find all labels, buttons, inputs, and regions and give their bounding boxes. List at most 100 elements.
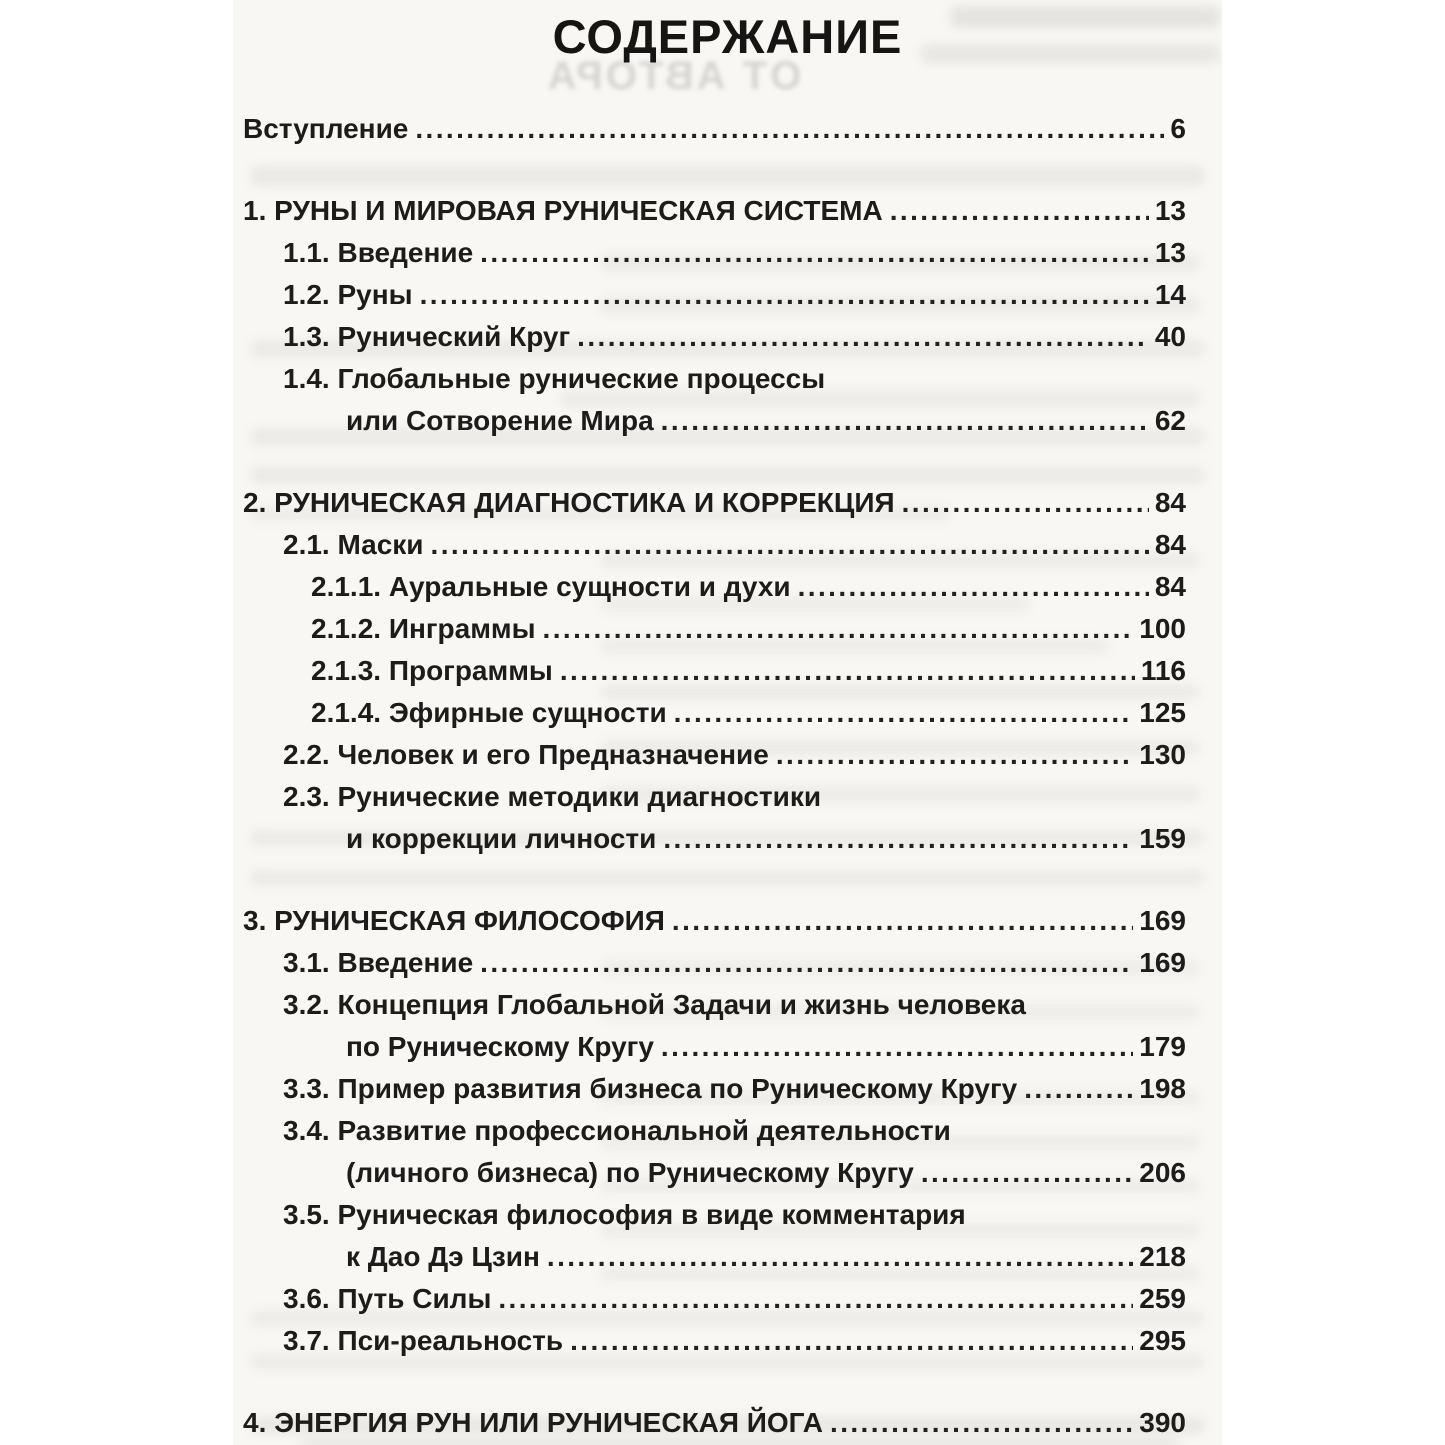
toc-page-number: 159 [1139, 823, 1186, 854]
toc-entry-label: 3.7. Пси-реальность [283, 1325, 564, 1356]
toc-page-number: 125 [1139, 697, 1186, 728]
toc-row: 3.4. Развитие профессиональной деятельно… [243, 1110, 1186, 1152]
toc-entry-label: 3. РУНИЧЕСКАЯ ФИЛОСОФИЯ [243, 905, 665, 936]
toc-entry-label: Вступление [243, 113, 409, 144]
toc-row: и коррекции личности 159 [243, 818, 1186, 860]
dot-leader [1024, 1068, 1133, 1110]
dot-leader [431, 524, 1149, 566]
toc-page-number: 6 [1170, 113, 1186, 144]
toc-section-heading: 2. РУНИЧЕСКАЯ ДИАГНОСТИКА И КОРРЕКЦИЯ 84 [243, 482, 1186, 524]
book-page: ОТ АВТОРА СОДЕРЖАНИЕ Вступление61. РУНЫ … [233, 0, 1222, 1445]
toc-entry-label: 2.2. Человек и его Предназначение [283, 739, 769, 770]
toc-entry-label: 2.1. Маски [283, 529, 424, 560]
dot-leader [798, 566, 1149, 608]
toc-page-number: 169 [1139, 905, 1186, 936]
toc-page-number: 259 [1139, 1283, 1186, 1314]
dot-leader [672, 900, 1133, 942]
toc-entry-label: и коррекции личности [346, 823, 657, 854]
toc-row: 2.1.4. Эфирные сущности 125 [243, 692, 1186, 734]
toc-row: 3.3. Пример развития бизнеса по Руническ… [243, 1068, 1186, 1110]
toc-entry-label: к Дао Дэ Цзин [346, 1241, 540, 1272]
toc-row: 1.3. Рунический Круг 40 [243, 316, 1186, 358]
toc-page-number: 218 [1139, 1241, 1186, 1272]
toc-entry-label: 2.3. Рунические методики диагностики [283, 781, 822, 812]
toc-entry-label: 1.1. Введение [283, 237, 474, 268]
toc-row: по Руническому Кругу 179 [243, 1026, 1186, 1068]
toc-page-number: 100 [1139, 613, 1186, 644]
toc-entry-label: 1.3. Рунический Круг [283, 321, 571, 352]
dot-leader [480, 942, 1133, 984]
dot-leader [674, 692, 1134, 734]
toc-entry-label: 1.2. Руны [283, 279, 413, 310]
toc-page-number: 206 [1139, 1157, 1186, 1188]
toc-row: 2.1.2. Инграммы 100 [243, 608, 1186, 650]
dot-leader [420, 274, 1149, 316]
toc-entry-label: 2.1.1. Ауральные сущности и духи [311, 571, 791, 602]
dot-leader [921, 1152, 1133, 1194]
toc-row: (личного бизнеса) по Руническому Кругу 20… [243, 1152, 1186, 1194]
toc-row: к Дао Дэ Цзин 218 [243, 1236, 1186, 1278]
toc-entry-label: 4. ЭНЕРГИЯ РУН ИЛИ РУНИЧЕСКАЯ ЙОГА [243, 1407, 824, 1438]
toc-row: 1.4. Глобальные рунические процессы [243, 358, 1186, 400]
toc-section-heading: 4. ЭНЕРГИЯ РУН ИЛИ РУНИЧЕСКАЯ ЙОГА 390 [243, 1402, 1186, 1444]
toc-entry-label: 2.1.2. Инграммы [311, 613, 536, 644]
page-title: СОДЕРЖАНИЕ [552, 10, 903, 63]
toc-row: 1.2. Руны 14 [243, 274, 1186, 316]
toc-row: 1.1. Введение 13 [243, 232, 1186, 274]
dot-leader [890, 190, 1149, 232]
dot-leader [902, 482, 1149, 524]
dot-leader [560, 650, 1135, 692]
toc-page-number: 116 [1140, 655, 1186, 686]
toc-row: Вступление 6 [243, 108, 1186, 150]
toc-row: 2.1.3. Программы 116 [243, 650, 1186, 692]
toc-section-heading: 3. РУНИЧЕСКАЯ ФИЛОСОФИЯ 169 [243, 900, 1186, 942]
toc-page-number: 198 [1139, 1073, 1186, 1104]
toc-row: 2.2. Человек и его Предназначение 130 [243, 734, 1186, 776]
toc-row: 3.5. Руническая философия в виде коммент… [243, 1194, 1186, 1236]
toc-entry-label: 2.1.3. Программы [311, 655, 553, 686]
toc-page-number: 62 [1154, 405, 1186, 436]
toc-entry-label: 3.3. Пример развития бизнеса по Руническ… [283, 1073, 1018, 1104]
toc-page-number: 84 [1154, 487, 1186, 518]
dot-leader [543, 608, 1134, 650]
toc-page-number: 390 [1139, 1407, 1186, 1438]
toc-page-number: 84 [1154, 571, 1186, 602]
toc-entry-label: (личного бизнеса) по Руническому Кругу [346, 1157, 914, 1188]
toc-section-heading: 1. РУНЫ И МИРОВАЯ РУНИЧЕСКАЯ СИСТЕМА 13 [243, 190, 1186, 232]
dot-leader [830, 1402, 1133, 1444]
toc-page-number: 14 [1154, 279, 1186, 310]
toc-row: 2.3. Рунические методики диагностики [243, 776, 1186, 818]
dot-leader [577, 316, 1149, 358]
toc-row: 3.1. Введение 169 [243, 942, 1186, 984]
toc-entry-label: 3.1. Введение [283, 947, 474, 978]
toc-entry-label: или Сотворение Мира [346, 405, 654, 436]
dot-leader [480, 232, 1149, 274]
toc-entry-label: 2. РУНИЧЕСКАЯ ДИАГНОСТИКА И КОРРЕКЦИЯ [243, 487, 895, 518]
dot-leader [498, 1278, 1133, 1320]
toc-entry-label: 2.1.4. Эфирные сущности [311, 697, 667, 728]
toc-entry-label: 1. РУНЫ И МИРОВАЯ РУНИЧЕСКАЯ СИСТЕМА [243, 195, 883, 226]
toc-entry-label: 3.4. Развитие профессиональной деятельно… [283, 1115, 951, 1146]
dot-leader [661, 400, 1149, 442]
toc-entry-label: 3.2. Концепция Глобальной Задачи и жизнь… [283, 989, 1026, 1020]
dot-leader [570, 1320, 1133, 1362]
toc-page-number: 295 [1139, 1325, 1186, 1356]
toc-page-number: 84 [1154, 529, 1186, 560]
dot-leader [661, 1026, 1133, 1068]
dot-leader [663, 818, 1133, 860]
toc-row: 2.1.1. Ауральные сущности и духи 84 [243, 566, 1186, 608]
table-of-contents: Вступление 6 1. РУНЫ И МИРОВАЯ РУНИЧЕСКАЯ … [233, 108, 1222, 1444]
toc-page-number: 13 [1154, 237, 1186, 268]
toc-entry-label: 1.4. Глобальные рунические процессы [283, 363, 826, 394]
toc-page-number: 40 [1154, 321, 1186, 352]
toc-page-number: 130 [1139, 739, 1186, 770]
dot-leader [547, 1236, 1133, 1278]
toc-page-number: 179 [1139, 1031, 1186, 1062]
dot-leader [776, 734, 1133, 776]
dot-leader [415, 108, 1164, 150]
toc-page-number: 13 [1154, 195, 1186, 226]
toc-row: 3.2. Концепция Глобальной Задачи и жизнь… [243, 984, 1186, 1026]
toc-row: или Сотворение Мира 62 [243, 400, 1186, 442]
toc-row: 3.6. Путь Силы 259 [243, 1278, 1186, 1320]
toc-row: 2.1. Маски 84 [243, 524, 1186, 566]
